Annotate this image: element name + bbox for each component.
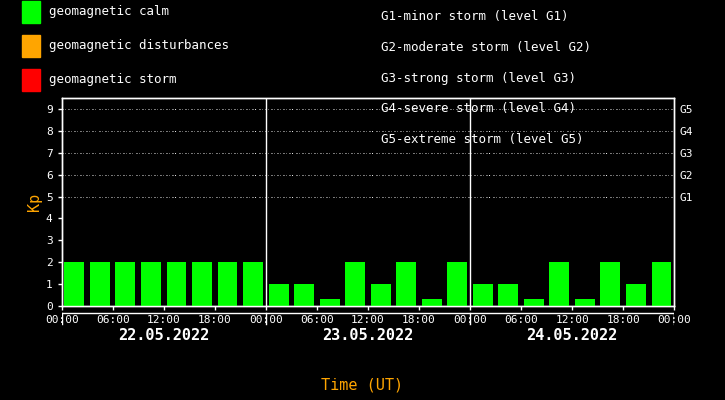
- Bar: [345, 262, 365, 306]
- Bar: [90, 262, 110, 306]
- Y-axis label: Kp: Kp: [27, 193, 41, 211]
- Bar: [294, 284, 314, 306]
- Bar: [192, 262, 212, 306]
- Text: G4-severe storm (level G4): G4-severe storm (level G4): [381, 102, 576, 115]
- Bar: [498, 284, 518, 306]
- Bar: [550, 262, 569, 306]
- Text: G5-extreme storm (level G5): G5-extreme storm (level G5): [381, 133, 583, 146]
- Bar: [141, 262, 161, 306]
- Text: G2-moderate storm (level G2): G2-moderate storm (level G2): [381, 41, 591, 54]
- Text: geomagnetic calm: geomagnetic calm: [49, 6, 169, 18]
- Bar: [243, 262, 263, 306]
- Text: geomagnetic disturbances: geomagnetic disturbances: [49, 40, 228, 52]
- Text: Time (UT): Time (UT): [321, 377, 404, 392]
- Bar: [473, 284, 493, 306]
- Bar: [218, 262, 238, 306]
- Text: 24.05.2022: 24.05.2022: [526, 328, 618, 344]
- Bar: [269, 284, 289, 306]
- Text: G1-minor storm (level G1): G1-minor storm (level G1): [381, 10, 568, 23]
- Bar: [524, 299, 544, 306]
- Bar: [370, 284, 391, 306]
- Bar: [626, 284, 646, 306]
- Bar: [115, 262, 136, 306]
- Bar: [65, 262, 84, 306]
- Bar: [447, 262, 467, 306]
- Text: geomagnetic storm: geomagnetic storm: [49, 74, 176, 86]
- Text: 23.05.2022: 23.05.2022: [323, 328, 413, 344]
- Bar: [422, 299, 442, 306]
- Bar: [652, 262, 671, 306]
- Text: 22.05.2022: 22.05.2022: [118, 328, 210, 344]
- Bar: [600, 262, 621, 306]
- Bar: [397, 262, 416, 306]
- Bar: [167, 262, 186, 306]
- Bar: [575, 299, 595, 306]
- Bar: [320, 299, 339, 306]
- Text: G3-strong storm (level G3): G3-strong storm (level G3): [381, 72, 576, 85]
